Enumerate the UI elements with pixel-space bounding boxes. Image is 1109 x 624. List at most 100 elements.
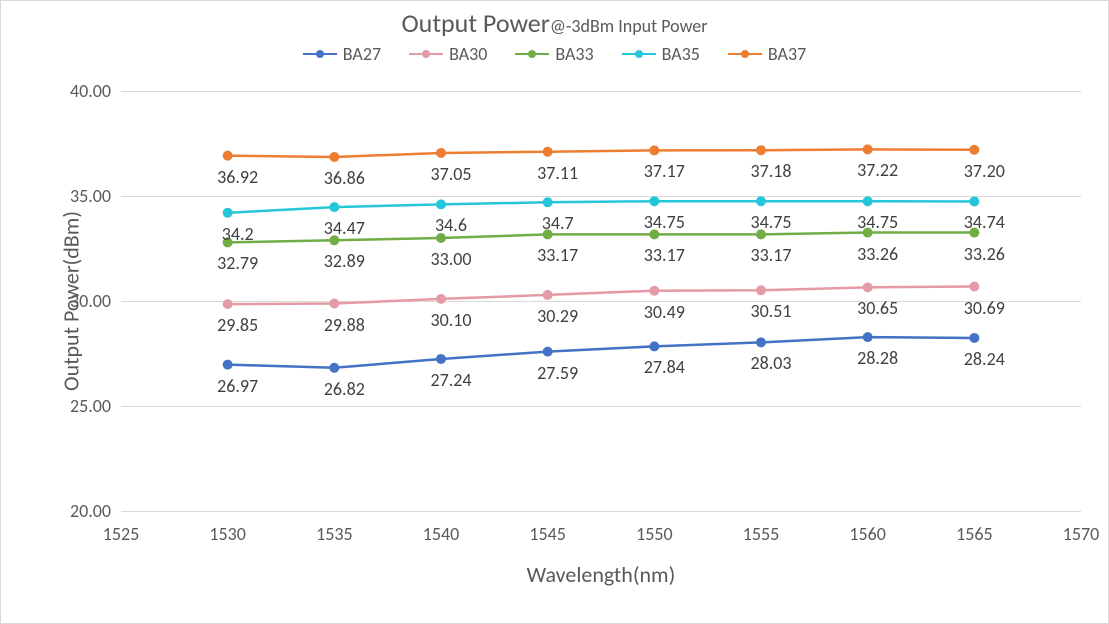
data-label: 28.24 xyxy=(964,348,1005,370)
chart-container: Output Power@-3dBm Input Power BA27BA30B… xyxy=(0,0,1109,624)
data-label: 33.26 xyxy=(857,243,898,265)
series-marker xyxy=(543,347,553,357)
legend-label: BA33 xyxy=(555,43,593,65)
x-tick-label: 1540 xyxy=(423,523,460,545)
series-marker xyxy=(329,363,339,373)
series-marker xyxy=(863,196,873,206)
data-label: 37.18 xyxy=(750,160,791,182)
series-marker xyxy=(543,290,553,300)
series-marker xyxy=(543,147,553,157)
data-label: 37.17 xyxy=(644,160,685,182)
series-marker xyxy=(436,354,446,364)
grid-line xyxy=(121,511,1081,512)
series-marker xyxy=(863,332,873,342)
data-label: 34.2 xyxy=(222,223,254,245)
legend-item: BA33 xyxy=(515,43,593,65)
series-marker xyxy=(329,299,339,309)
series-line xyxy=(228,149,975,157)
legend-label: BA35 xyxy=(662,43,700,65)
data-label: 33.17 xyxy=(537,244,578,266)
legend-item: BA35 xyxy=(622,43,700,65)
series-marker xyxy=(329,152,339,162)
x-tick-label: 1565 xyxy=(956,523,993,545)
series-marker xyxy=(436,148,446,158)
series-marker xyxy=(969,196,979,206)
data-label: 34.6 xyxy=(435,214,467,236)
data-label: 33.26 xyxy=(964,243,1005,265)
series-marker xyxy=(649,341,659,351)
series-marker xyxy=(543,197,553,207)
series-marker xyxy=(436,294,446,304)
series-marker xyxy=(223,208,233,218)
series-marker xyxy=(969,145,979,155)
data-label: 30.49 xyxy=(644,301,685,323)
series-marker xyxy=(863,144,873,154)
y-tick-label: 20.00 xyxy=(41,500,111,522)
series-marker xyxy=(649,286,659,296)
data-label: 34.75 xyxy=(644,211,685,233)
series-marker xyxy=(223,151,233,161)
data-label: 32.79 xyxy=(217,252,258,274)
plot-area: 20.0025.0030.0035.0040.00152515301535154… xyxy=(121,91,1081,511)
chart-title-main: Output Power xyxy=(401,7,549,39)
data-label: 29.85 xyxy=(217,314,258,336)
x-tick-label: 1525 xyxy=(103,523,140,545)
series-marker xyxy=(969,333,979,343)
data-label: 33.17 xyxy=(750,244,791,266)
data-label: 33.00 xyxy=(430,248,471,270)
data-label: 32.89 xyxy=(324,250,365,272)
series-svg xyxy=(121,91,1081,511)
data-label: 30.29 xyxy=(537,305,578,327)
legend-item: BA37 xyxy=(728,43,806,65)
series-marker xyxy=(329,202,339,212)
series-marker xyxy=(223,360,233,370)
series-marker xyxy=(756,145,766,155)
series-marker xyxy=(756,337,766,347)
legend-swatch xyxy=(409,53,443,56)
data-label: 30.65 xyxy=(857,297,898,319)
data-label: 30.10 xyxy=(430,309,471,331)
legend-swatch xyxy=(515,53,549,56)
data-label: 27.24 xyxy=(430,369,471,391)
data-label: 26.82 xyxy=(324,378,365,400)
series-marker xyxy=(649,196,659,206)
data-label: 37.22 xyxy=(857,159,898,181)
data-label: 34.75 xyxy=(750,211,791,233)
legend-label: BA30 xyxy=(449,43,487,65)
data-label: 30.51 xyxy=(750,300,791,322)
series-marker xyxy=(756,196,766,206)
series-marker xyxy=(223,299,233,309)
data-label: 28.03 xyxy=(750,352,791,374)
series-marker xyxy=(436,199,446,209)
data-label: 37.11 xyxy=(537,162,578,184)
chart-legend: BA27 BA30 BA33 BA35 BA37 xyxy=(1,43,1108,65)
series-marker xyxy=(969,282,979,292)
series-marker xyxy=(863,282,873,292)
legend-swatch xyxy=(303,53,337,56)
y-axis-title: Output Power(dBm) xyxy=(58,191,85,411)
chart-title-sub: @-3dBm Input Power xyxy=(550,15,708,37)
x-tick-label: 1535 xyxy=(316,523,353,545)
x-tick-label: 1530 xyxy=(209,523,246,545)
x-tick-label: 1560 xyxy=(849,523,886,545)
x-tick-label: 1545 xyxy=(529,523,566,545)
series-marker xyxy=(649,145,659,155)
data-label: 27.84 xyxy=(644,356,685,378)
legend-swatch xyxy=(728,53,762,56)
x-tick-label: 1570 xyxy=(1063,523,1100,545)
data-label: 34.74 xyxy=(964,211,1005,233)
data-label: 29.88 xyxy=(324,314,365,336)
chart-title: Output Power@-3dBm Input Power xyxy=(1,7,1108,39)
data-label: 28.28 xyxy=(857,347,898,369)
data-label: 34.75 xyxy=(857,211,898,233)
data-label: 33.17 xyxy=(644,244,685,266)
x-axis-title: Wavelength(nm) xyxy=(121,561,1081,588)
legend-item: BA30 xyxy=(409,43,487,65)
data-label: 27.59 xyxy=(537,362,578,384)
data-label: 30.69 xyxy=(964,297,1005,319)
data-label: 37.20 xyxy=(964,160,1005,182)
legend-label: BA37 xyxy=(768,43,806,65)
data-label: 34.47 xyxy=(324,217,365,239)
data-label: 36.92 xyxy=(217,166,258,188)
legend-item: BA27 xyxy=(303,43,381,65)
